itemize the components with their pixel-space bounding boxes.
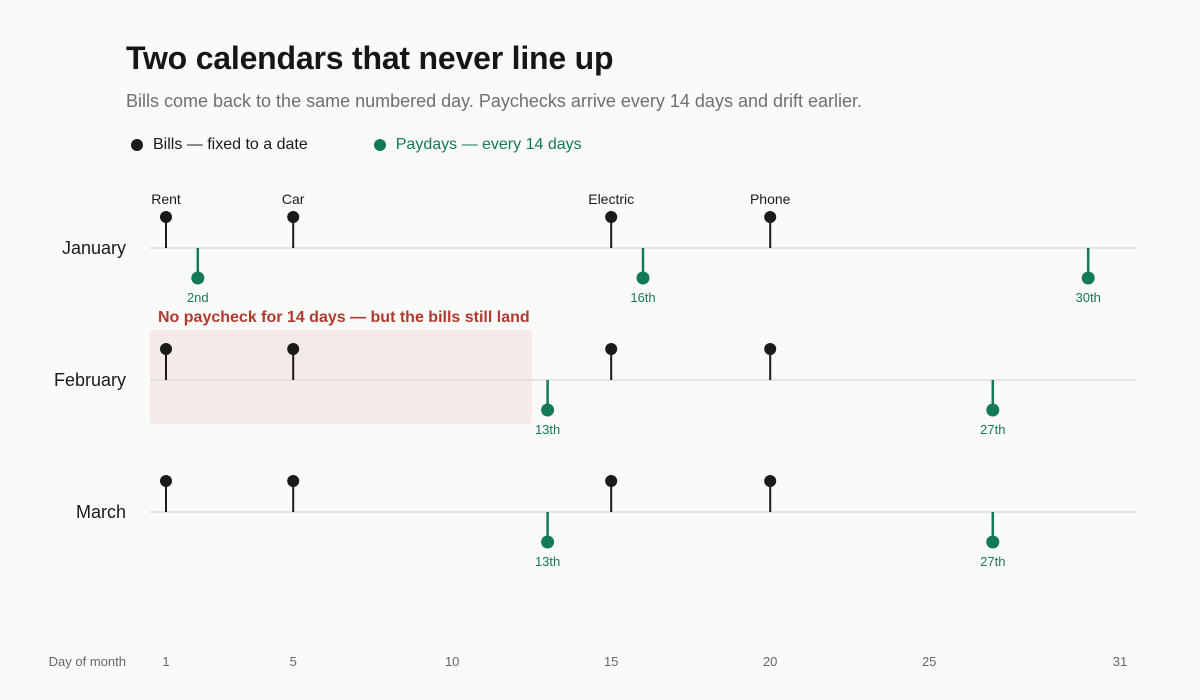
bill-dot: [287, 343, 300, 355]
legend-item-bills: Bills — fixed to a date: [131, 136, 308, 154]
month-row-january: January Rent Car Electric Phone 2nd 16th 30th: [62, 191, 1136, 305]
bill-dot: [764, 211, 777, 223]
legend-paydays-label: Paydays — every 14 days: [395, 136, 582, 153]
payday-dot-icon: [373, 139, 386, 151]
bill-dot: [764, 343, 777, 355]
bill-label: Electric: [588, 191, 634, 207]
month-row-february: February 13th 27th: [54, 343, 1136, 437]
payday-label: 13th: [535, 554, 560, 569]
month-label: February: [54, 370, 126, 390]
bill-label: Rent: [151, 191, 181, 207]
bill-dot: [160, 211, 172, 223]
payday-dot: [541, 403, 555, 417]
bill-dot: [605, 475, 618, 487]
x-tick-label: 1: [162, 654, 169, 669]
bill-dot: [764, 475, 777, 487]
payday-dot: [541, 535, 555, 549]
x-tick-label: 10: [445, 654, 459, 669]
x-axis: Day of month 1 5 10 15 20 25 31: [49, 654, 1128, 669]
no-paycheck-highlight-band: [150, 330, 532, 424]
month-label: January: [62, 238, 126, 258]
payday-label: 13th: [535, 422, 560, 437]
bill-dot: [287, 475, 300, 487]
payday-label: 27th: [980, 422, 1005, 437]
payday-dot: [986, 403, 1000, 417]
x-tick-label: 15: [604, 654, 618, 669]
bill-dot: [160, 475, 172, 487]
bill-dot: [605, 343, 618, 355]
payday-dot: [986, 535, 1000, 549]
chart-subtitle: Bills come back to the same numbered day…: [126, 91, 863, 111]
bill-label: Phone: [750, 191, 791, 207]
legend: Bills — fixed to a date Paydays — every …: [131, 136, 648, 154]
payday-label: 2nd: [187, 290, 209, 305]
payday-dot: [1081, 271, 1095, 285]
payday-label: 27th: [980, 554, 1005, 569]
bill-dot: [287, 211, 300, 223]
payday-label: 30th: [1076, 290, 1101, 305]
bill-dot: [605, 211, 618, 223]
month-row-march: March 13th 27th: [76, 475, 1136, 569]
bill-label: Car: [282, 191, 305, 207]
x-tick-label: 31: [1113, 654, 1127, 669]
bills-dot-icon: [131, 139, 143, 151]
legend-item-paydays: Paydays — every 14 days: [373, 136, 582, 154]
x-tick-label: 20: [763, 654, 777, 669]
payday-label: 16th: [630, 290, 655, 305]
bill-dot: [160, 343, 172, 355]
payday-dot: [636, 271, 650, 285]
x-tick-label: 25: [922, 654, 936, 669]
chart-title: Two calendars that never line up: [126, 40, 614, 76]
annotation-text: No paycheck for 14 days — but the bills …: [158, 309, 530, 326]
month-label: March: [76, 502, 126, 522]
legend-bills-label: Bills — fixed to a date: [153, 136, 308, 153]
payday-dot: [191, 271, 205, 285]
x-tick-label: 5: [290, 654, 297, 669]
x-axis-title: Day of month: [49, 654, 126, 669]
